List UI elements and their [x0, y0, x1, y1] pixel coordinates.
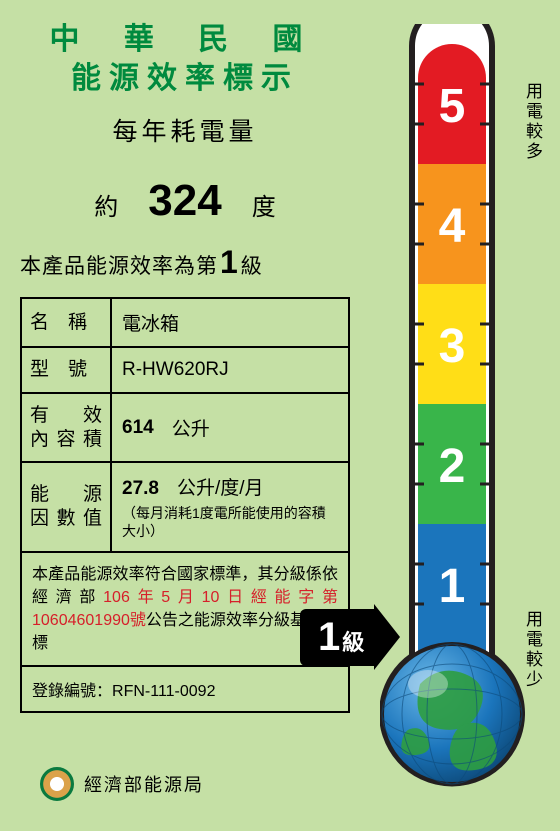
spec-model-value: R-HW620RJ: [112, 348, 348, 392]
approx-text: 約: [94, 187, 118, 222]
registration-value: RFN-111-0092: [112, 683, 215, 700]
badge-suffix: 級: [342, 625, 364, 657]
annual-consumption-value: 約 324 度: [20, 176, 350, 226]
efficiency-grade-line: 本產品能源效率為第 1 級: [20, 244, 350, 281]
footer: 經濟部能源局: [40, 767, 204, 801]
factor-unit: 公升/度/月: [177, 473, 264, 500]
thermometer: 用電較多 用電較少: [380, 24, 545, 794]
kwh-number: 324: [148, 176, 221, 226]
svg-text:3: 3: [439, 320, 466, 373]
spec-factor-value: 27.8 公升/度/月 （每月消耗1度電所能使用的容積大小）: [112, 463, 348, 550]
spec-row-capacity: 有 效內容積 614 公升: [22, 394, 348, 464]
registration-label: 登錄編號：: [32, 683, 112, 700]
svg-text:5: 5: [439, 80, 466, 133]
svg-text:2: 2: [439, 440, 466, 493]
grade-badge: 1 級: [300, 604, 400, 670]
label-less-power: 用電較少: [520, 610, 545, 690]
annual-consumption-label: 每年耗電量: [20, 112, 350, 148]
spec-row-factor: 能 源因數值 27.8 公升/度/月 （每月消耗1度電所能使用的容積大小）: [22, 463, 348, 552]
grade-prefix: 本產品能源效率為第: [20, 250, 218, 280]
agency-name: 經濟部能源局: [84, 771, 204, 797]
spec-capacity-value: 614 公升: [112, 394, 348, 462]
spec-row-model: 型 號 R-HW620RJ: [22, 348, 348, 394]
spec-factor-label: 能 源因數值: [22, 463, 112, 550]
label-more-power: 用電較多: [520, 82, 545, 162]
thermometer-svg: 5 4 3 2 1: [380, 24, 525, 794]
grade-number: 1: [220, 244, 239, 281]
registration-number: 登錄編號：RFN-111-0092: [22, 667, 348, 711]
capacity-number: 614: [122, 417, 154, 439]
badge-number: 1: [318, 615, 340, 660]
factor-note: （每月消耗1度電所能使用的容積大小）: [122, 504, 338, 540]
spec-name-value: 電冰箱: [112, 299, 348, 346]
capacity-unit: 公升: [172, 414, 210, 441]
grade-suffix: 級: [241, 250, 263, 280]
svg-text:4: 4: [439, 200, 466, 253]
kwh-unit: 度: [252, 187, 276, 222]
spec-row-name: 名 稱 電冰箱: [22, 299, 348, 348]
title-line2: 能源效率標示: [20, 59, 350, 98]
spec-model-label: 型 號: [22, 348, 112, 392]
agency-seal-icon: [40, 767, 74, 801]
svg-text:1: 1: [439, 560, 466, 613]
spec-name-label: 名 稱: [22, 299, 112, 346]
spec-capacity-label: 有 效內容積: [22, 394, 112, 462]
badge-arrow-icon: [374, 604, 400, 670]
factor-number: 27.8: [122, 478, 159, 500]
title-line1: 中 華 民 國: [20, 20, 350, 59]
